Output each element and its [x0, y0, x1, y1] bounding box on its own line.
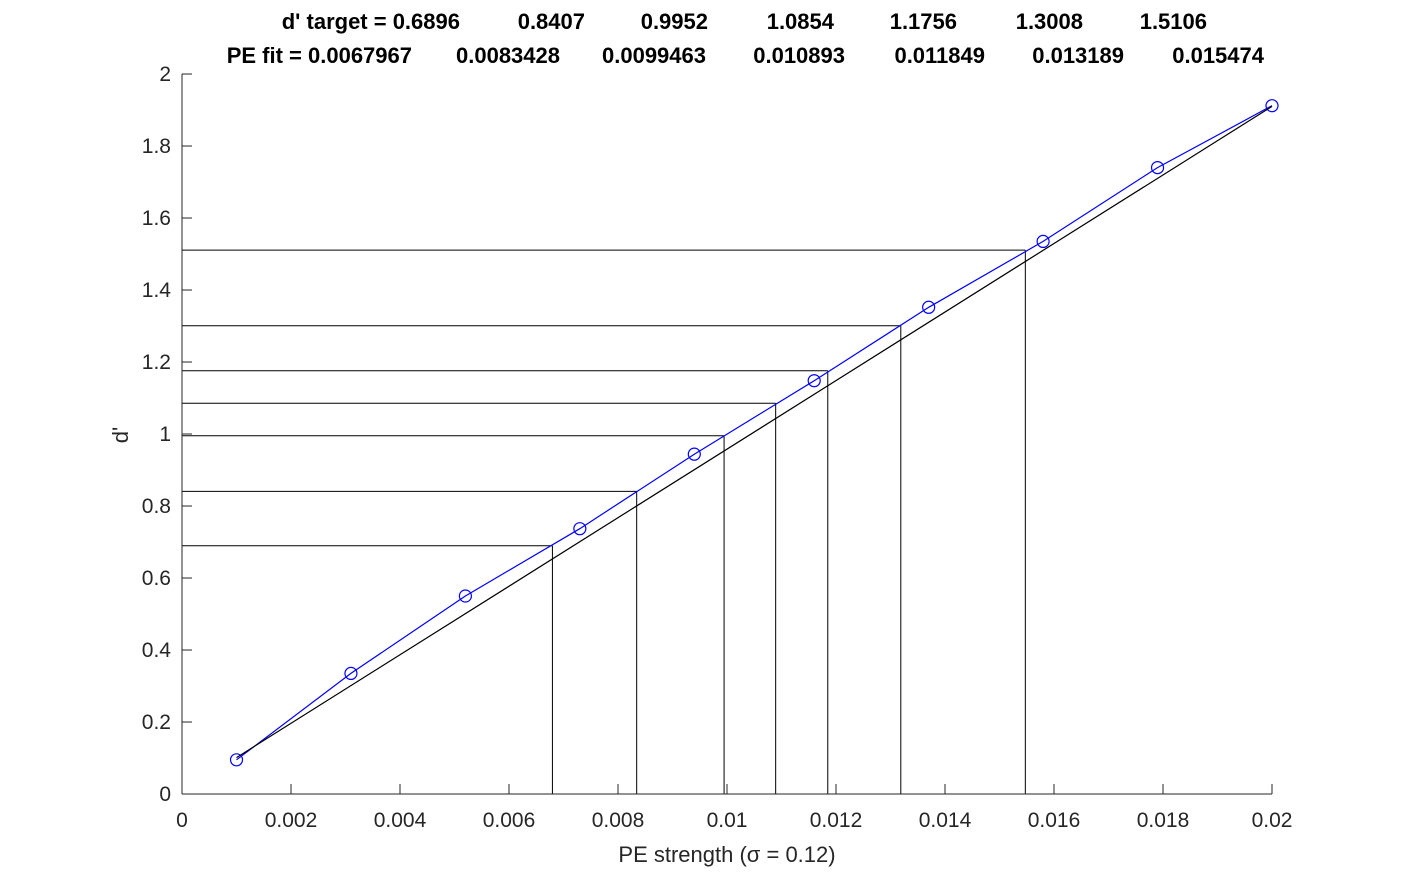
y-tick-label: 1.6 — [142, 207, 171, 230]
data-point — [1150, 161, 1165, 175]
data-point — [687, 447, 701, 461]
y-tick-label: 0 — [159, 783, 171, 806]
data-point — [1265, 99, 1279, 113]
title-label: d' target = 0.6896 — [282, 9, 460, 34]
title-value: 0.9952 — [641, 9, 708, 34]
title-value: 0.8407 — [518, 9, 585, 34]
fit-line — [236, 105, 1273, 759]
title-value: 0.0099463 — [602, 43, 706, 68]
x-tick-label: 0 — [176, 809, 188, 832]
title-value: 0.013189 — [1032, 43, 1124, 68]
y-tick-label: 1 — [159, 423, 171, 446]
y-axis-label: d' — [108, 427, 133, 443]
x-tick-label: 0.02 — [1252, 809, 1293, 832]
data-point — [1036, 234, 1050, 248]
title-value: 0.010893 — [753, 43, 845, 68]
y-tick-label: 1.2 — [142, 351, 171, 374]
title-value: 1.0854 — [767, 9, 835, 34]
title-value: 0.011849 — [894, 43, 985, 68]
x-tick-label: 0.004 — [374, 809, 427, 832]
title-value: 1.3008 — [1016, 9, 1083, 34]
x-tick-label: 0.014 — [919, 809, 972, 832]
x-tick-label: 0.016 — [1028, 809, 1081, 832]
data-point — [344, 666, 358, 681]
data-point — [458, 589, 472, 603]
x-tick-label: 0.006 — [483, 809, 536, 832]
axes: 0 0.002 0.004 0.006 0.008 0.01 0.012 0.014 0.016… — [142, 63, 1293, 832]
y-tick-label: 0.4 — [142, 639, 172, 662]
y-tick-label: 1.4 — [142, 279, 172, 302]
title-value: 0.0083428 — [456, 43, 560, 68]
chart-title: d' target = 0.6896 0.8407 0.9952 1.0854 1.17… — [227, 9, 1265, 68]
y-tick-label: 0.2 — [142, 711, 171, 734]
x-axis-label: PE strength (σ = 0.12) — [618, 842, 835, 867]
data-point — [573, 522, 587, 536]
data-line — [236, 105, 1273, 761]
title-label: PE fit = 0.0067967 — [227, 43, 412, 68]
data-point — [922, 300, 936, 314]
threshold-lines — [182, 249, 1026, 794]
title-value: 1.1756 — [890, 9, 957, 34]
y-tick-label: 0.8 — [142, 495, 171, 518]
x-tick-label: 0.012 — [810, 809, 863, 832]
x-tick-label: 0.018 — [1137, 809, 1190, 832]
y-tick-label: 2 — [159, 63, 171, 86]
x-tick-label: 0.002 — [265, 809, 318, 832]
title-line-d-target: d' target = 0.6896 0.8407 0.9952 1.0854 1.17… — [282, 9, 1207, 34]
plot-series — [229, 99, 1279, 767]
data-point — [229, 753, 244, 767]
x-tick-label: 0.01 — [707, 809, 748, 832]
y-tick-label: 0.6 — [142, 567, 171, 590]
data-point — [807, 374, 821, 388]
title-line-pe-fit: PE fit = 0.0067967 0.0083428 0.0099463 0.01… — [227, 43, 1265, 68]
title-value: 1.5106 — [1140, 9, 1207, 34]
title-value: 0.015474 — [1172, 43, 1265, 68]
x-tick-label: 0.008 — [592, 809, 645, 832]
y-tick-label: 1.8 — [142, 135, 171, 158]
